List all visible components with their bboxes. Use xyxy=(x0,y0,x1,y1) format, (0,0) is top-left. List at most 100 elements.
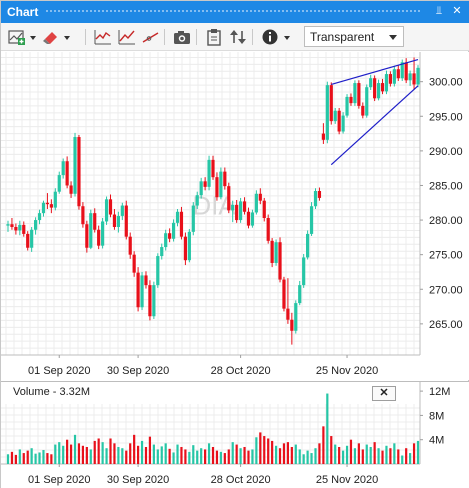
candle xyxy=(93,208,97,233)
volume-bar xyxy=(125,450,128,464)
candle xyxy=(325,81,329,144)
volume-pane[interactable]: 12M 8M 4M 01 Sep 2020 30 Sep 2020 28 Oct 2020… xyxy=(1,381,469,488)
candle xyxy=(41,200,46,217)
volume-bar xyxy=(306,450,309,464)
volume-bar xyxy=(227,449,230,464)
candle xyxy=(152,281,156,320)
volume-bar xyxy=(353,448,357,464)
volume-bar xyxy=(322,426,325,464)
candle xyxy=(258,188,262,205)
volume-bar xyxy=(223,453,226,464)
volume-bar xyxy=(121,448,124,464)
candle xyxy=(369,74,373,90)
candle xyxy=(254,190,258,215)
volume-bar xyxy=(389,448,392,464)
candle xyxy=(57,171,61,194)
volume-bar xyxy=(267,438,270,464)
volume-bar xyxy=(164,443,167,464)
candle xyxy=(388,71,393,87)
volume-bar xyxy=(373,442,376,464)
candle xyxy=(242,197,247,215)
trend-chart-icon[interactable] xyxy=(117,27,137,47)
candle xyxy=(33,217,38,235)
volume-bar xyxy=(286,442,290,464)
candle xyxy=(313,188,318,209)
candle xyxy=(6,220,10,232)
draw-line-icon[interactable] xyxy=(141,27,161,47)
y-tick-label: 270.00 xyxy=(429,284,463,296)
volume-bar xyxy=(326,393,329,464)
candle xyxy=(231,200,235,223)
x-tick-label: 30 Sep 2020 xyxy=(107,474,169,486)
volume-bar xyxy=(93,440,96,464)
volume-bar xyxy=(105,448,108,464)
candle xyxy=(376,79,381,101)
x-tick-label: 25 Nov 2020 xyxy=(316,474,378,486)
volume-bar xyxy=(148,436,152,464)
candle xyxy=(144,271,148,289)
volume-bar xyxy=(136,445,140,464)
volume-bar xyxy=(113,443,116,464)
line-chart-icon[interactable] xyxy=(93,27,113,47)
volume-bar xyxy=(69,444,73,464)
eraser-icon[interactable] xyxy=(41,27,71,47)
candle xyxy=(175,208,180,227)
add-indicator-icon[interactable] xyxy=(7,27,37,47)
camera-icon[interactable] xyxy=(172,27,192,47)
candle xyxy=(140,271,144,311)
trendline[interactable] xyxy=(331,58,419,86)
candle xyxy=(53,188,57,211)
volume-bar xyxy=(294,444,297,464)
candle xyxy=(357,80,361,109)
candle xyxy=(211,155,215,180)
volume-chart[interactable]: 12M 8M 4M 01 Sep 2020 30 Sep 2020 28 Oct 2020… xyxy=(1,382,469,488)
candle xyxy=(30,226,34,252)
volume-bar xyxy=(310,453,313,464)
volume-bar xyxy=(58,442,61,464)
candle xyxy=(384,70,389,95)
y-tick-label: 290.00 xyxy=(429,146,463,158)
price-pane[interactable]: DIA 265.00 270.00 275.00 280.00 285.00 290.00 2… xyxy=(1,52,469,380)
volume-bar xyxy=(251,449,254,464)
trendline[interactable] xyxy=(330,85,419,166)
candle xyxy=(73,132,77,197)
volume-bar xyxy=(397,449,400,464)
volume-bar xyxy=(255,437,258,464)
info-icon[interactable] xyxy=(260,27,294,47)
volume-bar xyxy=(365,444,368,464)
candle xyxy=(246,207,251,229)
candle xyxy=(26,231,30,251)
volume-bar xyxy=(117,446,120,464)
volume-bar xyxy=(30,448,33,464)
volume-bar xyxy=(6,454,10,464)
pin-icon[interactable]: ⫫ xyxy=(435,5,443,17)
volume-bar xyxy=(140,440,144,464)
volume-label: Volume - 3.32M xyxy=(13,386,91,398)
volume-grid xyxy=(1,404,420,464)
volume-bar xyxy=(144,446,148,464)
volume-bar xyxy=(66,439,69,464)
volume-bar xyxy=(247,450,250,464)
volume-bar xyxy=(401,455,404,464)
candle xyxy=(77,134,81,210)
candle xyxy=(128,232,132,259)
title-grip[interactable] xyxy=(45,9,422,14)
clipboard-icon[interactable] xyxy=(204,27,224,47)
theme-select[interactable]: Transparent xyxy=(304,26,404,47)
candlestick-chart[interactable]: DIA265.00270.00275.00280.00285.00290.002… xyxy=(1,52,469,380)
candle xyxy=(191,202,195,236)
volume-close-button[interactable]: ✕ xyxy=(372,386,396,401)
candle xyxy=(14,223,18,235)
volume-bar xyxy=(196,450,199,464)
candle xyxy=(250,209,255,228)
volume-bar xyxy=(14,454,17,464)
sort-arrows-icon[interactable] xyxy=(228,27,248,47)
candle xyxy=(238,197,243,223)
volume-bar xyxy=(290,446,293,464)
close-icon[interactable]: ✕ xyxy=(452,5,462,17)
candle xyxy=(97,225,101,250)
y-tick-label: 300.00 xyxy=(429,77,463,89)
volume-bar xyxy=(109,438,112,464)
volume-bar xyxy=(341,450,345,464)
x-tick-label: 30 Sep 2020 xyxy=(107,365,169,377)
